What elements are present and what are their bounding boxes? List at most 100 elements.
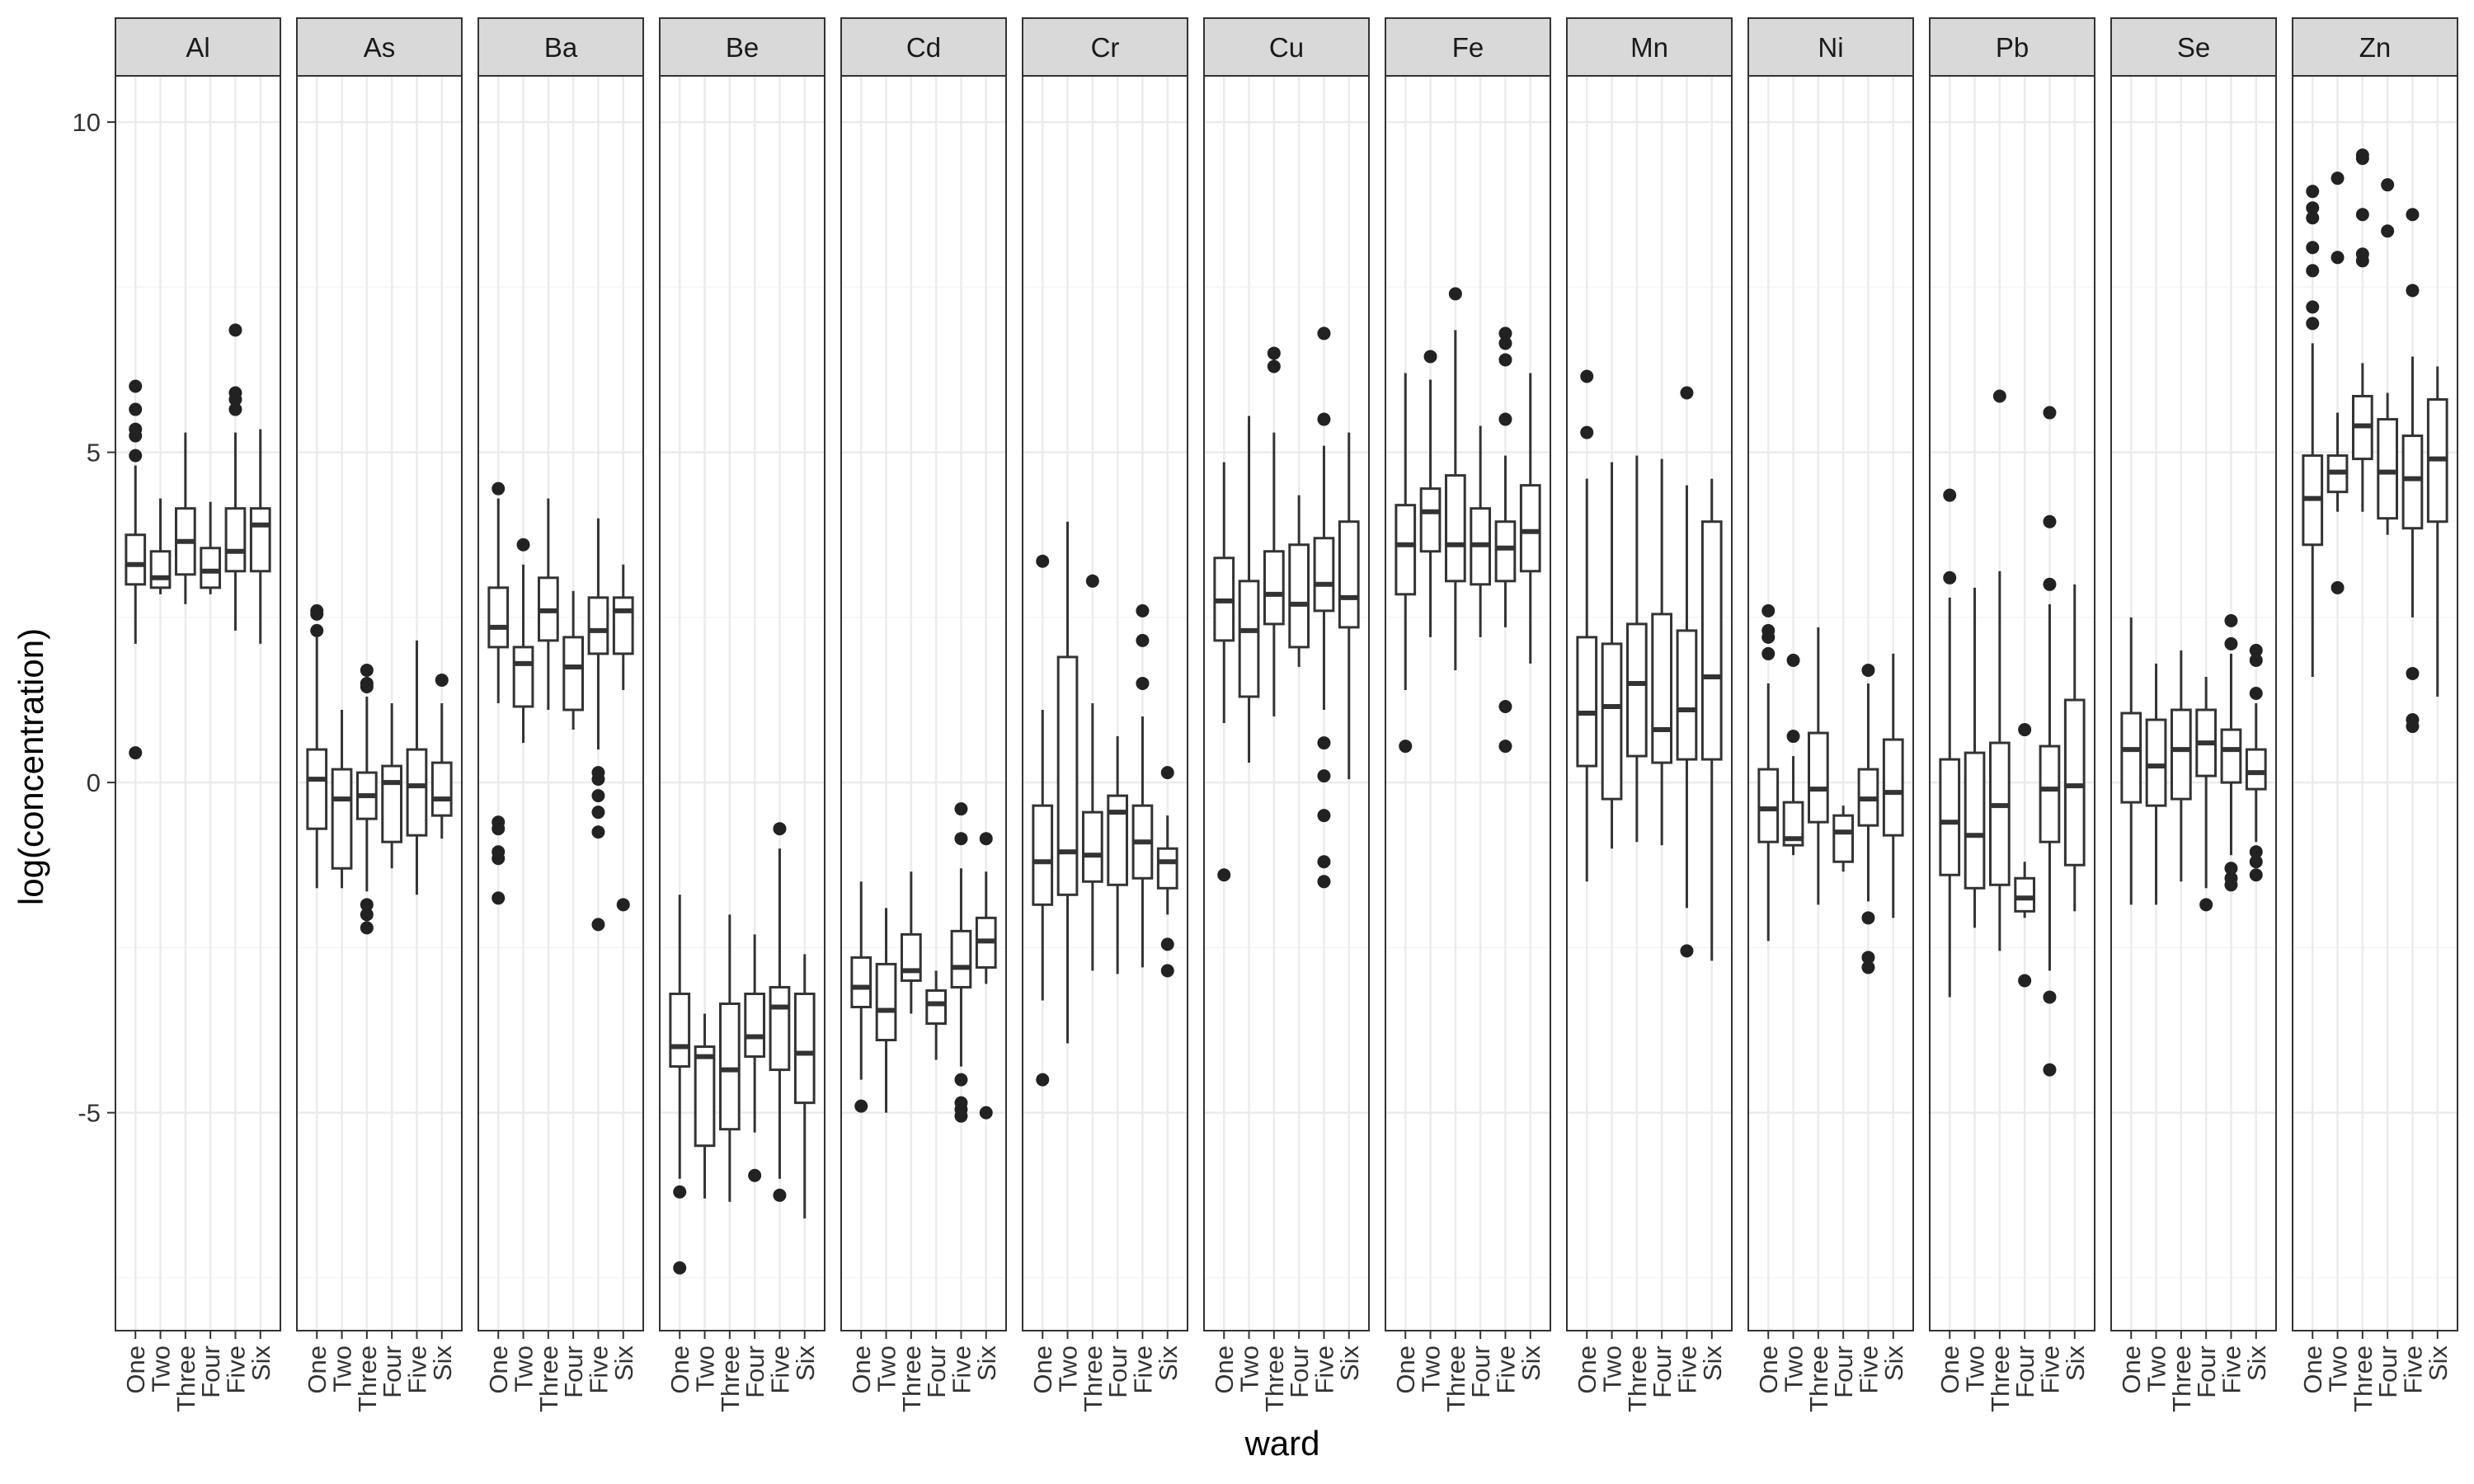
box-fe-six xyxy=(1519,373,1541,664)
outlier-point xyxy=(2381,224,2395,238)
x-tick-label: Four xyxy=(1829,1345,1858,1398)
box-mn-four xyxy=(1651,458,1673,846)
outlier-point xyxy=(1861,951,1875,965)
outlier-point xyxy=(228,402,242,416)
x-tick-label: Three xyxy=(897,1345,926,1412)
box-zn-three xyxy=(2351,148,2373,512)
outlier-point xyxy=(954,1073,968,1087)
outlier-point xyxy=(2306,317,2320,331)
outlier-point xyxy=(954,802,968,816)
box-iqr xyxy=(1964,751,1986,890)
box-be-four xyxy=(744,934,766,1182)
box-as-four xyxy=(381,703,403,869)
outlier-point xyxy=(1761,623,1776,637)
box-iqr xyxy=(512,646,534,708)
x-tick-label: Six xyxy=(609,1345,638,1382)
box-iqr xyxy=(2145,718,2167,807)
box-iqr xyxy=(900,932,922,982)
box-iqr xyxy=(850,956,872,1008)
outlier-point xyxy=(1861,663,1875,677)
outlier-point xyxy=(2043,1063,2057,1077)
x-tick-label: Three xyxy=(353,1345,382,1412)
outlier-point xyxy=(1761,603,1776,618)
box-ba-two xyxy=(512,538,534,744)
box-iqr xyxy=(1676,629,1698,761)
outlier-point xyxy=(435,673,449,687)
box-iqr xyxy=(1238,580,1260,698)
outlier-point xyxy=(591,805,605,819)
outlier-point xyxy=(1317,412,1331,426)
outlier-point xyxy=(954,832,968,846)
box-se-six xyxy=(2245,643,2267,882)
box-iqr xyxy=(1882,738,1904,837)
box-iqr xyxy=(2245,748,2267,791)
outlier-point xyxy=(1136,633,1150,647)
box-se-three xyxy=(2170,650,2192,882)
x-tick-label: Two xyxy=(1961,1345,1990,1392)
facet-strip xyxy=(1747,17,1914,77)
x-tick-label: Three xyxy=(534,1345,563,1412)
x-tick-label: One xyxy=(1391,1345,1420,1394)
outlier-point xyxy=(854,1099,868,1113)
box-iqr xyxy=(2014,876,2036,913)
box-as-two xyxy=(331,710,353,889)
x-tick-label: Six xyxy=(2061,1345,2090,1382)
outlier-point xyxy=(129,746,143,760)
outlier-point xyxy=(1317,769,1331,783)
outlier-point xyxy=(1498,412,1512,426)
box-cr-three xyxy=(1081,574,1103,971)
box-pb-five xyxy=(2039,406,2061,1077)
box-iqr xyxy=(612,596,634,655)
outlier-point xyxy=(1136,603,1150,618)
box-iqr xyxy=(224,507,247,573)
box-ba-four xyxy=(562,590,585,730)
x-tick-label: Six xyxy=(1335,1345,1364,1382)
box-iqr xyxy=(744,992,766,1059)
box-iqr xyxy=(718,1002,741,1131)
outlier-point xyxy=(673,1261,687,1275)
facet-strip xyxy=(115,17,281,77)
x-tick-label: Five xyxy=(2035,1345,2064,1394)
box-iqr xyxy=(306,748,328,830)
box-iqr xyxy=(1519,484,1541,573)
outlier-point xyxy=(2355,247,2369,261)
box-iqr xyxy=(1782,801,1804,847)
x-tick-label: Four xyxy=(559,1345,588,1398)
facet-strip-label: Ni xyxy=(1818,32,1843,63)
box-iqr xyxy=(406,748,428,837)
x-tick-label: Five xyxy=(221,1345,250,1394)
x-tick-label: Three xyxy=(2167,1345,2196,1412)
box-iqr xyxy=(1601,642,1623,801)
outlier-point xyxy=(1943,488,1957,502)
x-tick-label: Five xyxy=(584,1345,613,1394)
outlier-point xyxy=(360,898,374,912)
box-iqr xyxy=(769,985,791,1072)
outlier-point xyxy=(1580,369,1594,383)
x-tick-label: Five xyxy=(947,1345,976,1394)
facet-strip xyxy=(2292,17,2458,77)
x-tick-label: Three xyxy=(1623,1345,1652,1412)
box-iqr xyxy=(1056,655,1079,896)
box-mn-three xyxy=(1625,455,1648,843)
panel-background xyxy=(115,76,280,1331)
box-pb-four xyxy=(2014,723,2036,988)
x-tick-label: Two xyxy=(2142,1345,2171,1392)
x-tick-label: Two xyxy=(872,1345,901,1392)
box-mn-one xyxy=(1576,369,1598,882)
box-cr-four xyxy=(1107,736,1129,974)
box-iqr xyxy=(1107,794,1129,886)
box-ni-six xyxy=(1882,653,1904,918)
box-se-five xyxy=(2220,613,2242,892)
box-iqr xyxy=(925,989,948,1026)
facet-strip xyxy=(296,17,463,77)
box-iqr xyxy=(562,636,585,711)
y-tick-label: 0 xyxy=(87,768,101,797)
outlier-point xyxy=(1317,326,1331,340)
box-cr-six xyxy=(1156,766,1178,978)
x-tick-label: Two xyxy=(1598,1345,1627,1392)
box-fe-three xyxy=(1444,287,1466,670)
facet-strip-label: Cr xyxy=(1091,32,1120,63)
outlier-point xyxy=(1761,646,1776,660)
